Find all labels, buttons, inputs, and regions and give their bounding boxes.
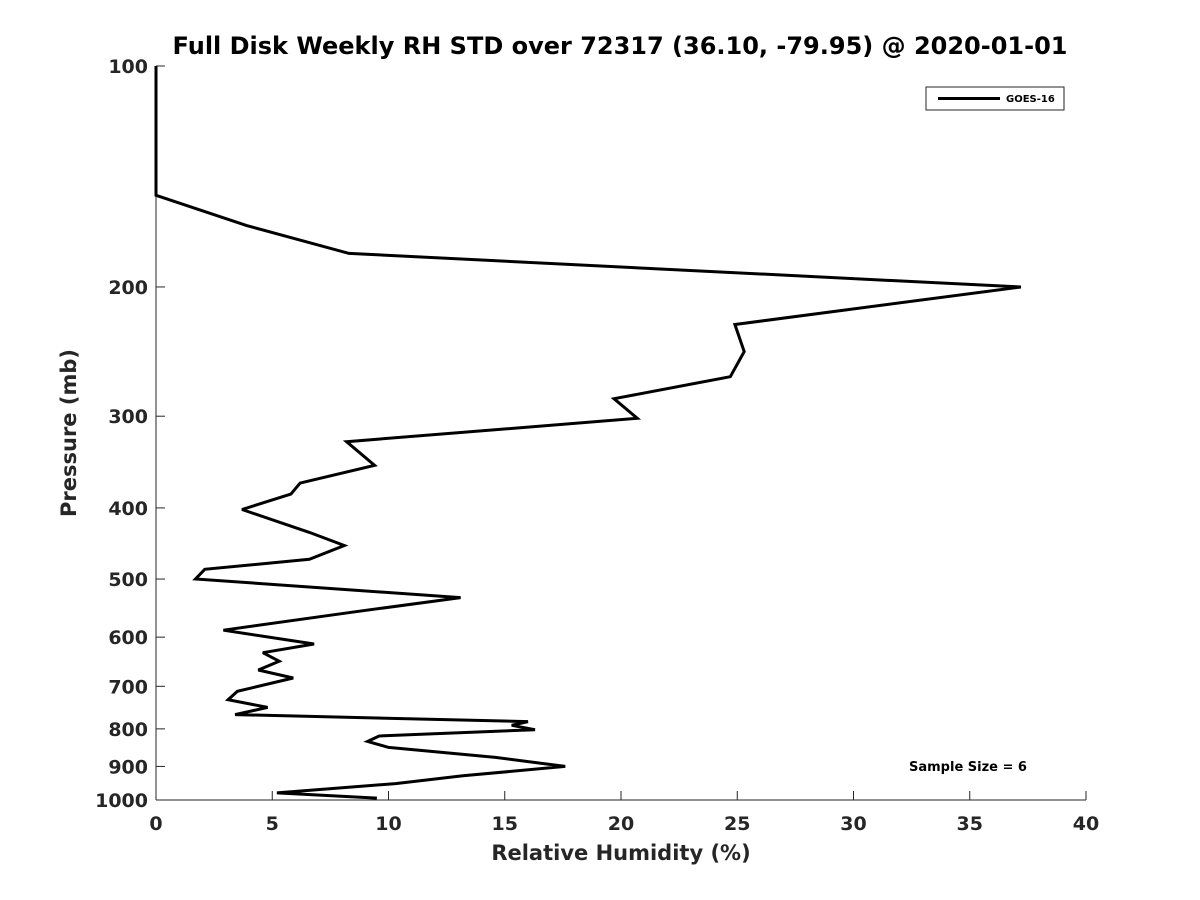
y-tick-label: 600 [108, 627, 148, 649]
x-tick-label: 0 [149, 813, 162, 835]
y-tick-label: 1000 [95, 790, 148, 812]
x-tick-label: 30 [840, 813, 866, 835]
y-tick-label: 400 [108, 498, 148, 520]
x-tick-label: 10 [375, 813, 401, 835]
y-tick-label: 100 [108, 56, 148, 78]
y-tick-label: 200 [108, 277, 148, 299]
y-ticks: 100 200 300 400 500 600 700 800 900 1000 [95, 56, 165, 812]
x-tick-label: 25 [724, 813, 750, 835]
x-tick-label: 35 [957, 813, 983, 835]
legend-entry-goes-16: GOES-16 [1006, 94, 1055, 105]
chart-title: Full Disk Weekly RH STD over 72317 (36.1… [173, 32, 1068, 60]
y-tick-label: 800 [108, 719, 148, 741]
series-line-goes-16 [154, 66, 1022, 800]
x-ticks: 0 5 10 15 20 25 30 35 40 [149, 791, 1099, 835]
x-axis-label: Relative Humidity (%) [491, 841, 750, 865]
y-tick-label: 300 [108, 406, 148, 428]
x-tick-label: 20 [608, 813, 634, 835]
sample-size-annotation: Sample Size = 6 [909, 760, 1027, 775]
x-tick-label: 40 [1073, 813, 1099, 835]
x-tick-label: 15 [492, 813, 518, 835]
y-tick-label: 500 [108, 569, 148, 591]
y-tick-label: 900 [108, 756, 148, 778]
y-axis-label: Pressure (mb) [57, 349, 81, 517]
x-tick-label: 5 [266, 813, 279, 835]
y-tick-label: 700 [108, 676, 148, 698]
legend[interactable]: GOES-16 [925, 86, 1065, 111]
series-layer [154, 66, 1022, 800]
